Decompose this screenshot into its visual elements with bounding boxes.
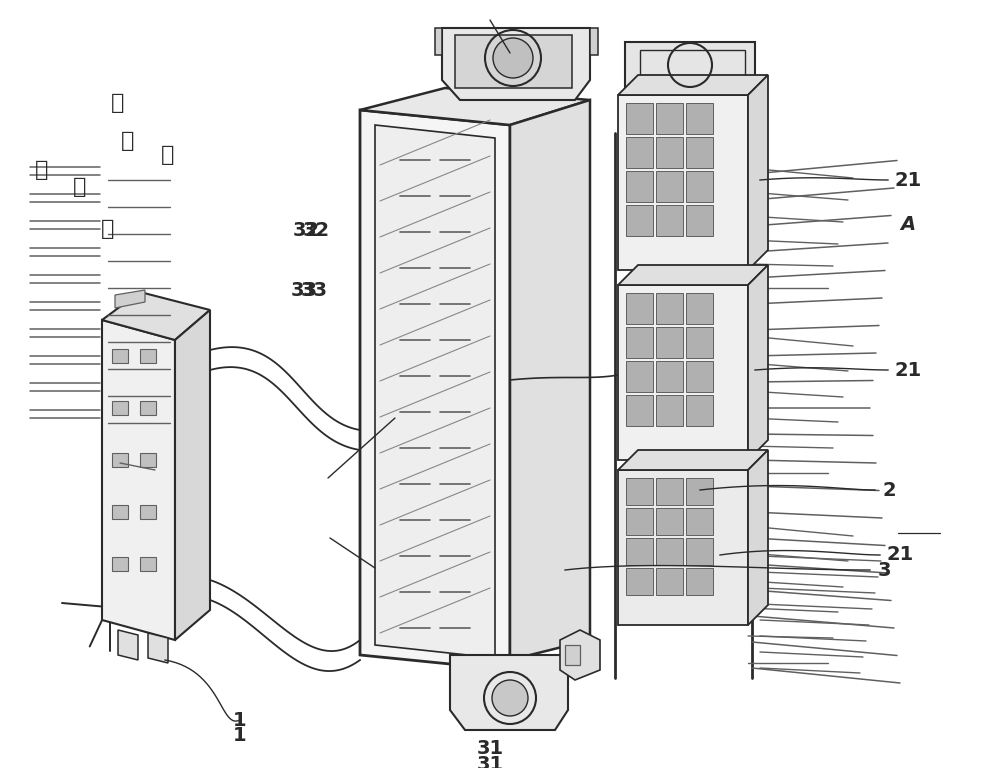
Polygon shape <box>510 100 590 660</box>
Polygon shape <box>590 28 598 55</box>
Polygon shape <box>686 103 713 134</box>
Polygon shape <box>656 538 683 565</box>
Polygon shape <box>115 290 145 308</box>
Text: 1: 1 <box>233 710 247 730</box>
Polygon shape <box>656 508 683 535</box>
Text: 左: 左 <box>35 160 49 180</box>
Text: 下: 下 <box>101 219 115 239</box>
Polygon shape <box>656 327 683 358</box>
Polygon shape <box>118 630 138 660</box>
Text: 1: 1 <box>233 726 247 745</box>
Polygon shape <box>656 205 683 236</box>
Polygon shape <box>656 478 683 505</box>
Polygon shape <box>626 171 653 202</box>
Polygon shape <box>618 285 748 460</box>
Polygon shape <box>656 361 683 392</box>
Polygon shape <box>626 395 653 426</box>
Polygon shape <box>140 453 156 467</box>
Text: 21: 21 <box>895 360 922 379</box>
Polygon shape <box>112 453 128 467</box>
Polygon shape <box>748 75 768 270</box>
Polygon shape <box>442 28 590 100</box>
Polygon shape <box>140 349 156 363</box>
Polygon shape <box>686 327 713 358</box>
Polygon shape <box>656 171 683 202</box>
Polygon shape <box>626 478 653 505</box>
Polygon shape <box>112 349 128 363</box>
Polygon shape <box>140 557 156 571</box>
Text: 右: 右 <box>161 145 175 165</box>
Text: 33: 33 <box>291 280 318 300</box>
Polygon shape <box>656 568 683 595</box>
Polygon shape <box>625 42 755 88</box>
Polygon shape <box>656 137 683 168</box>
Polygon shape <box>626 327 653 358</box>
Polygon shape <box>686 508 713 535</box>
Polygon shape <box>626 293 653 324</box>
Polygon shape <box>626 508 653 535</box>
Polygon shape <box>748 265 768 460</box>
Polygon shape <box>112 505 128 519</box>
Polygon shape <box>626 568 653 595</box>
Polygon shape <box>656 293 683 324</box>
Polygon shape <box>686 568 713 595</box>
Polygon shape <box>626 205 653 236</box>
Polygon shape <box>656 103 683 134</box>
Polygon shape <box>360 110 510 670</box>
Polygon shape <box>618 470 748 625</box>
Circle shape <box>492 680 528 716</box>
Polygon shape <box>375 125 495 658</box>
Text: 2: 2 <box>882 481 896 499</box>
Polygon shape <box>686 293 713 324</box>
Polygon shape <box>618 450 768 470</box>
Polygon shape <box>148 633 168 663</box>
Polygon shape <box>686 137 713 168</box>
Text: 33: 33 <box>301 280 328 300</box>
Polygon shape <box>450 655 568 730</box>
Text: 21: 21 <box>887 545 914 564</box>
Polygon shape <box>102 292 210 340</box>
Polygon shape <box>455 35 572 88</box>
Polygon shape <box>686 395 713 426</box>
Text: 31: 31 <box>476 739 504 757</box>
Polygon shape <box>112 401 128 415</box>
Polygon shape <box>626 103 653 134</box>
Polygon shape <box>626 137 653 168</box>
Polygon shape <box>686 171 713 202</box>
Polygon shape <box>618 95 748 270</box>
Text: 后: 后 <box>121 131 135 151</box>
Text: 3: 3 <box>878 561 892 580</box>
Text: 前: 前 <box>73 177 87 197</box>
Polygon shape <box>140 401 156 415</box>
Polygon shape <box>626 361 653 392</box>
Polygon shape <box>656 395 683 426</box>
Polygon shape <box>618 75 768 95</box>
Text: 21: 21 <box>895 170 922 190</box>
Polygon shape <box>360 88 590 125</box>
Polygon shape <box>565 645 580 665</box>
Polygon shape <box>435 28 442 55</box>
Polygon shape <box>140 505 156 519</box>
Text: 32: 32 <box>303 220 330 240</box>
Polygon shape <box>560 630 600 680</box>
Text: 上: 上 <box>111 93 125 113</box>
Polygon shape <box>626 538 653 565</box>
Polygon shape <box>102 320 175 640</box>
Polygon shape <box>748 450 768 625</box>
Text: A: A <box>900 216 915 234</box>
Text: 31: 31 <box>476 755 504 768</box>
Polygon shape <box>686 538 713 565</box>
Polygon shape <box>112 557 128 571</box>
Polygon shape <box>686 478 713 505</box>
Polygon shape <box>686 361 713 392</box>
Polygon shape <box>686 205 713 236</box>
Polygon shape <box>618 265 768 285</box>
Text: 32: 32 <box>293 220 320 240</box>
Circle shape <box>493 38 533 78</box>
Polygon shape <box>175 310 210 640</box>
